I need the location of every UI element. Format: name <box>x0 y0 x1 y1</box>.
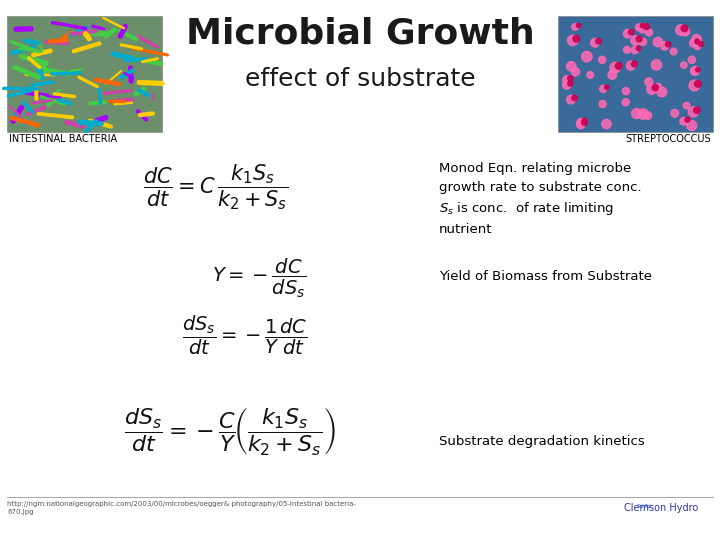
Text: $\dfrac{dC}{dt} = C\,\dfrac{k_1 S_s}{k_2 + S_s}$: $\dfrac{dC}{dt} = C\,\dfrac{k_1 S_s}{k_2… <box>143 162 289 212</box>
Point <box>679 24 690 33</box>
Point <box>629 60 640 69</box>
Point <box>678 117 690 126</box>
Point <box>678 61 690 70</box>
Point <box>691 106 703 114</box>
Text: Clemson Hydro: Clemson Hydro <box>624 503 698 514</box>
Point <box>688 39 699 48</box>
Text: effect of substrate: effect of substrate <box>245 68 475 91</box>
Point <box>621 45 633 54</box>
Point <box>634 35 645 43</box>
Point <box>633 23 644 32</box>
Point <box>668 47 680 56</box>
Point <box>636 22 648 30</box>
Point <box>596 56 608 64</box>
Point <box>649 83 661 92</box>
Point <box>565 62 577 71</box>
Point <box>680 28 691 36</box>
Point <box>633 44 644 53</box>
Point <box>637 37 649 46</box>
Point <box>692 42 703 50</box>
Text: Substrate degradation kinetics: Substrate degradation kinetics <box>439 435 645 448</box>
Point <box>686 121 698 130</box>
Point <box>681 102 693 110</box>
Point <box>579 118 590 127</box>
Point <box>564 79 576 88</box>
Point <box>631 109 642 118</box>
Text: $\dfrac{dS_s}{dt} = -\dfrac{C}{Y}\!\left(\dfrac{k_1 S_s}{k_2 + S_s}\right)$: $\dfrac{dS_s}{dt} = -\dfrac{C}{Y}\!\left… <box>125 405 336 457</box>
Point <box>686 56 698 64</box>
Point <box>593 37 604 45</box>
Point <box>597 100 608 109</box>
Point <box>643 78 654 86</box>
Point <box>575 118 587 127</box>
Text: STREPTOCOCCUS: STREPTOCOCCUS <box>626 134 711 144</box>
Point <box>692 65 703 74</box>
Point <box>598 85 609 93</box>
Point <box>620 87 631 96</box>
Point <box>626 28 637 36</box>
Text: $Y = -\dfrac{dC}{dS_s}$: $Y = -\dfrac{dC}{dS_s}$ <box>212 256 306 300</box>
Point <box>564 74 576 83</box>
Point <box>625 62 636 70</box>
Point <box>570 68 581 76</box>
Point <box>561 81 572 90</box>
Point <box>688 81 700 90</box>
Point <box>682 116 693 124</box>
Point <box>573 21 585 30</box>
Point <box>570 23 581 31</box>
Point <box>641 22 652 31</box>
Point <box>569 93 580 102</box>
Point <box>651 60 662 69</box>
Point <box>589 38 600 47</box>
Point <box>696 40 707 49</box>
Text: INTESTINAL BACTERIA: INTESTINAL BACTERIA <box>9 134 117 144</box>
Point <box>581 52 593 61</box>
Point <box>600 120 612 129</box>
Text: Yield of Biomass from Substrate: Yield of Biomass from Substrate <box>439 270 652 283</box>
Point <box>637 110 649 118</box>
Point <box>691 37 703 46</box>
Point <box>669 109 680 118</box>
Text: http://ngm.nationalgeographic.com/2003/00/microbes/oegger& photography/05-intest: http://ngm.nationalgeographic.com/2003/0… <box>7 501 356 515</box>
Point <box>662 40 674 49</box>
Point <box>646 85 657 93</box>
FancyBboxPatch shape <box>7 16 162 132</box>
Point <box>643 28 654 37</box>
Point <box>575 120 587 129</box>
Point <box>656 87 667 96</box>
Point <box>601 83 613 92</box>
Point <box>688 67 700 76</box>
Text: Monod Eqn. relating microbe
growth rate to substrate conc.
$S_s$ is conc.  of ra: Monod Eqn. relating microbe growth rate … <box>439 162 642 235</box>
Point <box>652 38 664 46</box>
Point <box>606 71 618 79</box>
Point <box>690 35 702 44</box>
Point <box>570 35 582 43</box>
Point <box>585 71 596 79</box>
FancyBboxPatch shape <box>558 16 713 132</box>
Point <box>692 79 703 88</box>
Point <box>652 82 664 91</box>
Point <box>620 98 631 106</box>
Point <box>675 26 687 35</box>
Text: $\dfrac{dS_s}{dt} = -\dfrac{1}{Y}\dfrac{dC}{dt}$: $\dfrac{dS_s}{dt} = -\dfrac{1}{Y}\dfrac{… <box>182 313 307 356</box>
Point <box>565 95 577 104</box>
Text: Microbial Growth: Microbial Growth <box>186 16 534 50</box>
Point <box>579 117 590 125</box>
Text: ≈≈: ≈≈ <box>636 501 652 511</box>
Point <box>630 36 642 45</box>
Point <box>659 42 670 50</box>
Point <box>622 29 634 38</box>
Point <box>689 66 701 75</box>
Point <box>688 107 699 116</box>
Point <box>609 63 621 72</box>
Point <box>629 46 641 55</box>
Point <box>637 24 649 32</box>
Point <box>642 111 654 120</box>
Point <box>613 62 624 70</box>
Point <box>567 36 578 45</box>
Point <box>561 76 572 84</box>
